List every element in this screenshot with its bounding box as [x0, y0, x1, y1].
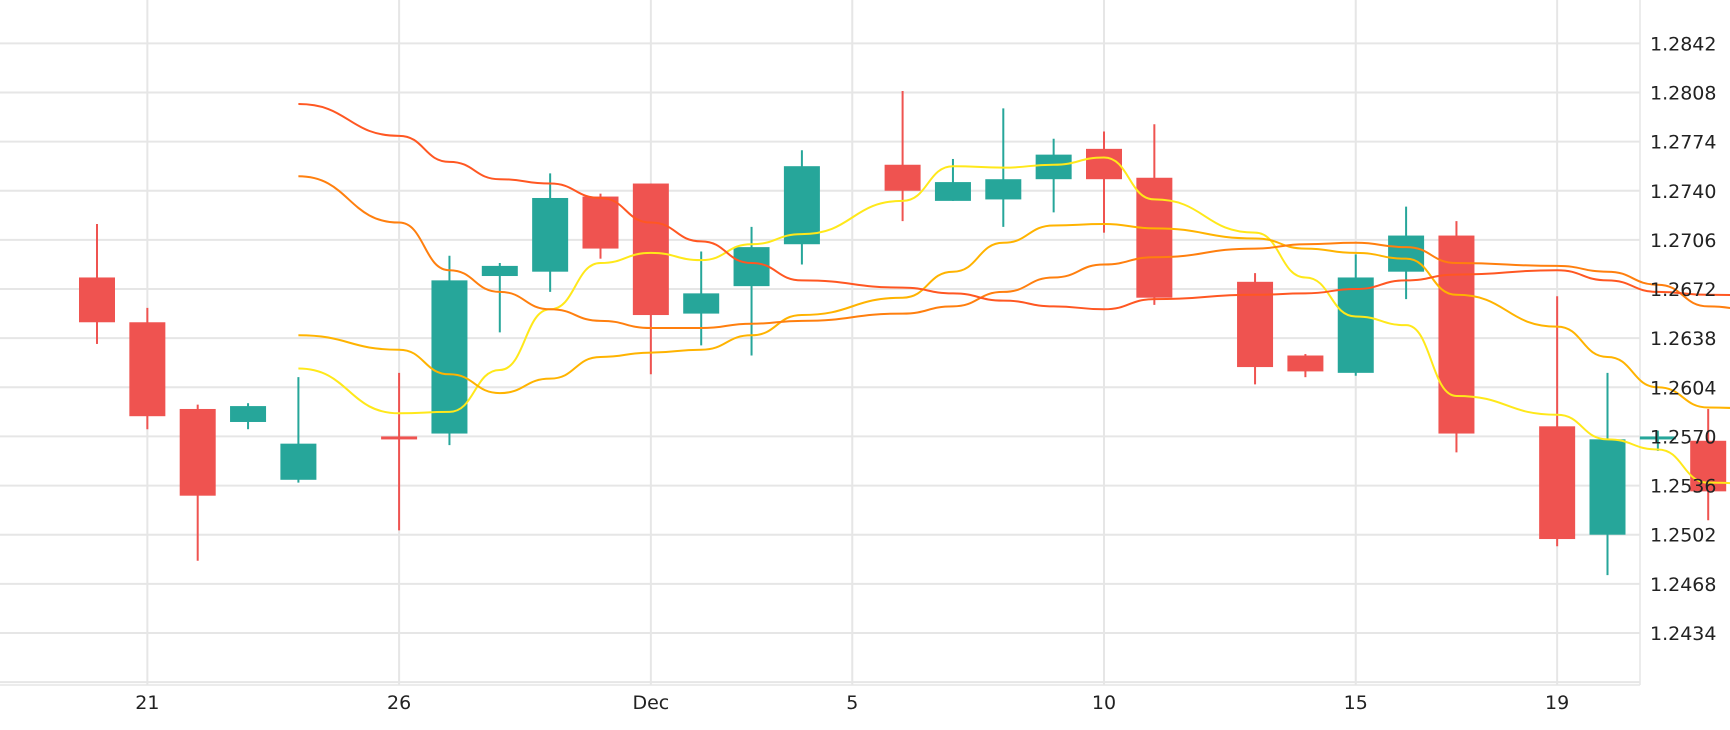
candle — [1136, 124, 1173, 305]
candle-body — [1388, 235, 1425, 272]
y-tick-label: 1.2740 — [1650, 181, 1716, 203]
y-tick-label: 1.2638 — [1650, 328, 1716, 350]
candle — [280, 377, 317, 483]
y-tick-label: 1.2536 — [1650, 476, 1716, 498]
candle-body — [934, 182, 971, 201]
moving-average-line-4 — [298, 103, 1730, 311]
y-tick-label: 1.2672 — [1650, 279, 1716, 301]
candle-body — [985, 179, 1022, 200]
candle-body — [582, 196, 619, 249]
candle-body — [481, 265, 518, 277]
candle-body — [1136, 177, 1173, 298]
candle-body — [783, 166, 820, 245]
candle — [884, 91, 921, 222]
candle-body — [431, 280, 468, 434]
candle — [1337, 254, 1374, 376]
candle-body — [1086, 148, 1122, 180]
x-tick-label: Dec — [632, 692, 669, 714]
y-tick-label: 1.2502 — [1650, 525, 1716, 547]
y-tick-label: 1.2570 — [1650, 426, 1716, 448]
y-tick-label: 1.2706 — [1650, 230, 1716, 252]
x-tick-label: 15 — [1344, 692, 1368, 714]
candle — [179, 404, 216, 561]
x-tick-label: 26 — [387, 692, 411, 714]
candle-body — [733, 247, 770, 287]
x-tick-label: 21 — [135, 692, 159, 714]
candle-body — [1589, 439, 1626, 535]
candle — [733, 226, 770, 356]
y-tick-label: 1.2774 — [1650, 132, 1716, 154]
candle-body — [632, 183, 669, 316]
candle-body — [1337, 277, 1374, 373]
x-tick-label: 5 — [846, 692, 858, 714]
y-tick-label: 1.2808 — [1650, 82, 1716, 104]
candle-body — [129, 322, 166, 417]
candle — [532, 173, 569, 292]
y-tick-label: 1.2604 — [1650, 377, 1716, 399]
candle — [783, 150, 820, 265]
y-tick-label: 1.2468 — [1650, 574, 1716, 596]
candle — [1287, 354, 1324, 378]
candle-body — [1539, 426, 1576, 540]
candle — [1589, 372, 1626, 576]
candle — [1237, 273, 1274, 385]
candle-body — [1287, 355, 1324, 372]
moving-average-line-3 — [298, 175, 1730, 330]
candle-body — [1237, 281, 1274, 368]
candle — [481, 263, 518, 333]
candle — [1539, 296, 1576, 547]
candle — [129, 307, 166, 430]
candle — [582, 193, 619, 259]
candle-body — [280, 443, 317, 480]
candle — [1388, 206, 1425, 300]
candle-body — [230, 406, 267, 422]
candle-body — [1639, 436, 1676, 440]
y-tick-label: 1.2434 — [1650, 623, 1716, 645]
candle-body — [532, 197, 569, 272]
moving-average-line-2 — [298, 222, 1730, 409]
candle-body — [1035, 154, 1072, 180]
candle — [683, 251, 720, 346]
candle-body — [79, 277, 115, 323]
candle-body — [381, 436, 418, 440]
candles — [79, 91, 1727, 576]
x-tick-label: 19 — [1545, 692, 1569, 714]
candle-body — [683, 293, 720, 314]
candle — [79, 223, 115, 344]
x-tick-label: 10 — [1092, 692, 1116, 714]
candle — [1639, 430, 1676, 451]
candle — [1086, 131, 1122, 233]
candle — [632, 183, 669, 375]
y-tick-label: 1.2842 — [1650, 33, 1716, 55]
candle-body — [1438, 235, 1475, 434]
candle — [1035, 138, 1072, 213]
moving-averages — [298, 103, 1730, 485]
candle — [431, 255, 468, 446]
candle — [230, 403, 267, 430]
candle — [1438, 221, 1475, 453]
candle-body — [179, 408, 216, 496]
moving-average-line-1 — [298, 156, 1730, 485]
candle — [381, 372, 418, 531]
candle-body — [884, 164, 921, 191]
